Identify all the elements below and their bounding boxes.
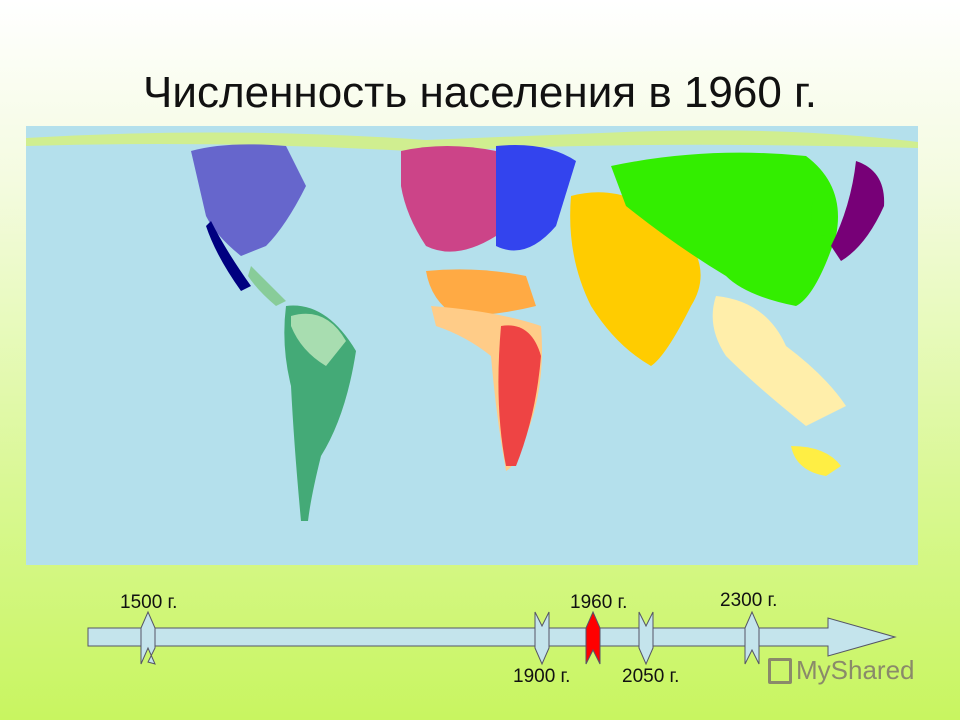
marker-label-1900[interactable]: 1900 г. (513, 666, 571, 687)
mexico (206, 221, 251, 291)
korea (811, 192, 835, 236)
slide-title: Численность населения в 1960 г. (143, 68, 817, 117)
russia (496, 145, 576, 251)
marker-label-1960[interactable]: 1960 г. (570, 592, 628, 613)
china (611, 152, 838, 306)
brazil-north (291, 313, 346, 366)
marker-2300 (744, 610, 760, 665)
watermark: MyShared (768, 655, 915, 686)
marker-1500 (140, 610, 156, 665)
population-cartogram-map (26, 126, 918, 565)
presentation-board-icon (768, 657, 792, 684)
arctic-landmass (26, 130, 918, 152)
marker-1960 (585, 610, 601, 665)
watermark-text: MyShared (796, 655, 915, 685)
europe (401, 146, 496, 252)
australia (791, 446, 841, 476)
marker-label-2050[interactable]: 2050 г. (622, 666, 680, 687)
south-america (284, 305, 356, 521)
japan (831, 161, 885, 261)
southeast-asia (712, 296, 846, 426)
north-america (191, 144, 306, 256)
timeline-axis-arrow (87, 617, 897, 657)
middle-east (426, 269, 536, 316)
marker-1900 (534, 611, 550, 666)
central-america (248, 266, 286, 306)
marker-label-1500[interactable]: 1500 г. (120, 592, 178, 613)
marker-2050 (638, 611, 654, 666)
marker-label-2300[interactable]: 2300 г. (720, 590, 778, 611)
east-africa (498, 325, 541, 466)
